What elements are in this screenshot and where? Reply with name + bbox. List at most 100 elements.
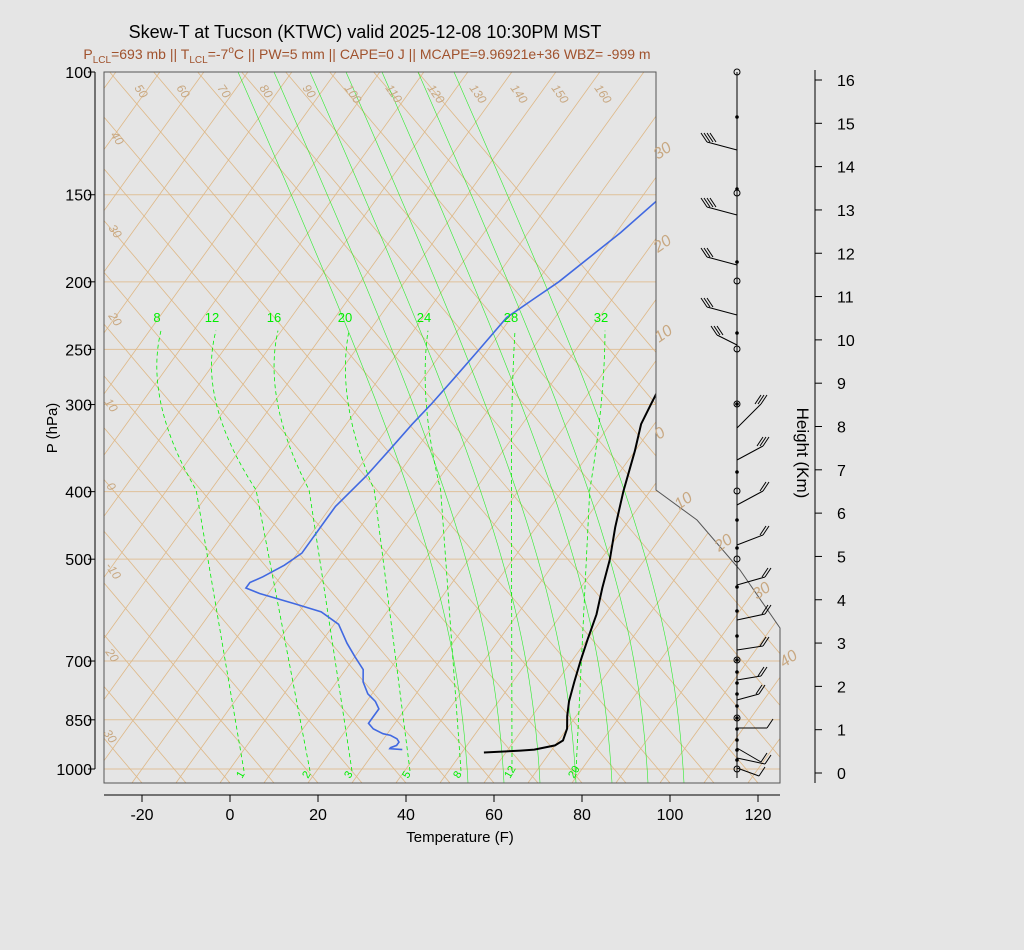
temperature-line [483,72,780,754]
isotherm-line [880,72,1024,783]
y-tick-label: 200 [65,275,92,292]
height-dot [735,518,739,522]
wind-barb-flag [757,394,765,405]
dry-adiabat-line [104,72,407,783]
mixing-ratio-label-top: 16 [267,310,281,325]
wind-barb-flag [759,636,767,647]
isotherm-label: 90 [300,82,319,101]
height-tick-label: 3 [837,636,846,653]
wind-barbs [700,68,774,778]
adiabat-label-right: 20 [650,232,675,257]
isotherm-label: 150 [549,82,572,107]
dry-adiabat-line [329,72,780,783]
x-axis-label: Temperature (F) [406,829,514,846]
adiabat-label-left: -10 [103,560,125,583]
isotherm-line [104,72,469,783]
wind-barb-flag [762,636,770,647]
wind-barb-flag [700,197,708,208]
dry-adiabat-line [109,72,715,783]
wind-barb [736,767,760,777]
wind-barb-flag [703,247,711,258]
chart-title: Skew-T at Tucson (KTWC) valid 2025-12-08… [129,22,602,42]
wind-barb-flag [703,297,711,308]
grid-labels: 50 60 70 80 90 100 110 120 130 140 150 160403020100… [101,82,801,781]
calm-circle [733,68,741,76]
moist-adiabat-line [453,72,685,783]
adiabat-label-left: 20 [105,309,125,329]
height-dot [735,609,739,613]
wind-barb-flag [760,752,768,763]
height-dot [735,331,739,335]
x-tick-label: 20 [309,807,327,824]
wind-barb-flag [762,436,770,447]
height-tick-label: 4 [837,593,846,610]
isotherm-label: 70 [215,82,234,101]
wind-barb-flag [700,247,708,258]
plot-frame [103,71,781,784]
wind-barb-flag [757,666,765,677]
isotherm-line [792,72,1024,783]
moist-adiabat-line [309,72,541,783]
dry-adiabat-line [0,72,10,783]
height-tick-label: 9 [837,376,846,393]
isotherm-line [104,72,249,783]
y-tick-label: 500 [65,552,92,569]
dry-adiabat-line [285,72,780,783]
mixing-ratio-label-bottom: 8 [451,769,464,780]
adiabat-label-right: 10 [672,489,696,513]
moist-adiabat-line [417,72,649,783]
isotherm-label: 60 [174,82,193,101]
wind-barb-flag [764,567,772,578]
isotherm-line [703,72,780,783]
height-tick-label: 13 [837,203,855,220]
isotherm-line [483,72,780,783]
isotherm-line [104,72,381,783]
wind-barb [736,490,764,506]
isotherm-line [104,72,601,783]
mixing-ratio-label-bottom: 3 [342,769,355,780]
height-axis-label: Height (Km) [793,408,812,499]
isotherm-line [175,72,689,783]
isotherm-line [104,72,293,783]
wind-barb-flag [706,132,714,143]
series-lines [244,72,780,754]
dry-adiabat-line [104,72,539,783]
y-tick-label: 1000 [56,762,92,779]
mixing-ratio-label-top: 12 [205,310,219,325]
height-dot [735,738,739,742]
wind-barb-flag [706,297,714,308]
isotherm-line [307,72,780,783]
wind-barb-flag [700,132,708,143]
adiabat-label-right: 30 [651,139,675,163]
adiabat-label-right: 20 [711,531,736,556]
wind-barb-flag [716,325,724,336]
wind-barb-flag [709,132,717,143]
isotherm-label: 160 [592,82,615,107]
y-tick-label: 150 [65,188,92,205]
wind-barb-flag [706,197,714,208]
isotherm-line [0,72,28,783]
isotherm-line [104,72,557,783]
x-tick-label: 120 [745,807,772,824]
mixing-ratio-label-top: 32 [594,310,608,325]
wind-barb-flag [762,525,770,536]
wind-barb-flag [761,604,769,615]
calm-circle [733,400,741,408]
height-dot [735,670,739,674]
wind-barb [736,757,766,765]
dry-adiabat-line [104,72,583,783]
isotherm-line [747,72,780,783]
y-tick-label: 100 [65,65,92,82]
isotherm-label: 130 [467,82,490,107]
calm-circle [733,277,741,285]
mixing-ratio-label-bottom: 20 [566,764,583,781]
wind-barb-flag [759,525,767,536]
height-dot [735,187,739,191]
adiabat-label-left: 20 [102,645,122,665]
dry-adiabat-line [104,72,231,783]
height-tick-label: 15 [837,116,855,133]
isotherm-line [615,72,780,783]
wind-barb-flag [761,567,769,578]
wind-barb [716,334,738,346]
dry-adiabat-line [153,72,759,783]
